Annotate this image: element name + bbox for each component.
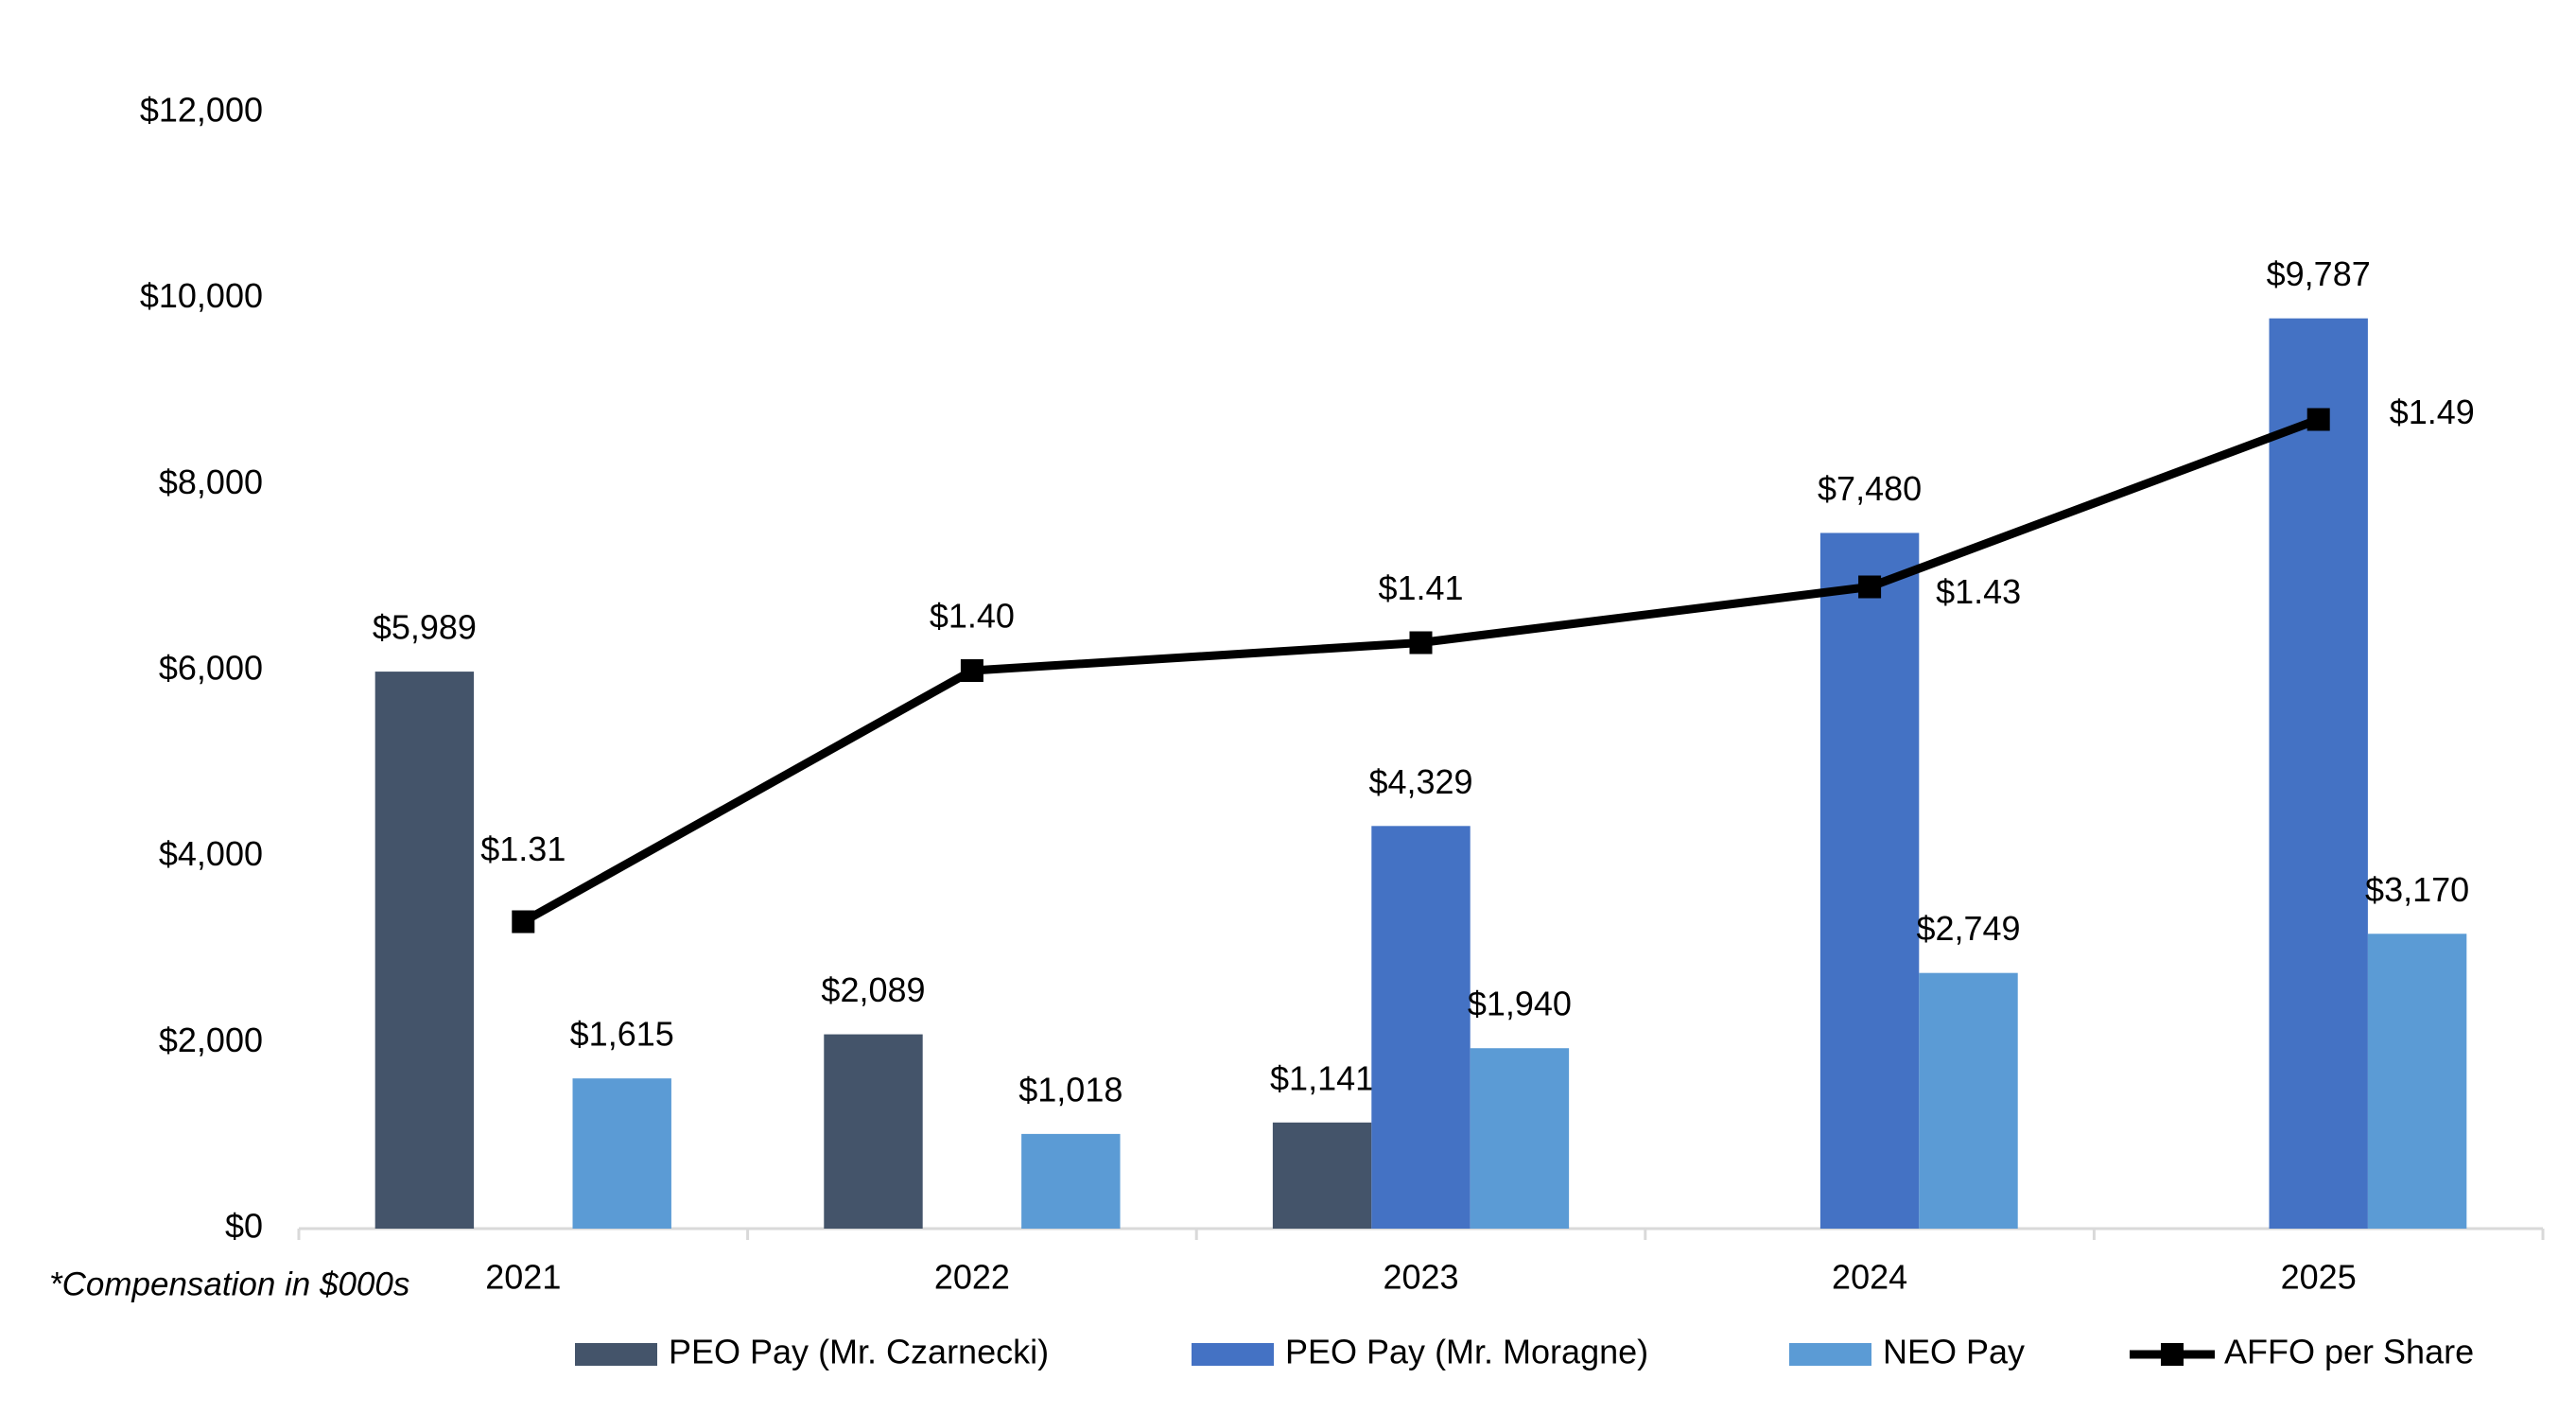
bar xyxy=(374,672,475,1229)
legend-swatch xyxy=(575,1343,657,1366)
data-label: $2,089 xyxy=(821,970,925,1009)
line-marker xyxy=(1858,575,1882,599)
y-tick-label: $6,000 xyxy=(159,649,263,688)
data-label: $1,141 xyxy=(1270,1058,1374,1097)
x-tick-label: 2021 xyxy=(485,1258,561,1297)
legend-swatch xyxy=(1192,1343,1274,1366)
bar xyxy=(1272,1122,1372,1229)
line-marker xyxy=(512,910,535,934)
data-label: $2,749 xyxy=(1916,909,2020,948)
bar xyxy=(1470,1048,1570,1229)
data-label: $4,329 xyxy=(1368,762,1472,801)
y-tick-label: $8,000 xyxy=(159,463,263,501)
data-label: $1,018 xyxy=(1018,1070,1123,1109)
bar xyxy=(1021,1133,1121,1229)
legend-label: AFFO per Share xyxy=(2224,1333,2474,1371)
data-label: $1,615 xyxy=(570,1015,674,1054)
bar xyxy=(1919,972,2018,1229)
x-tick-label: 2024 xyxy=(1832,1258,1907,1297)
x-tick-label: 2023 xyxy=(1383,1258,1458,1297)
y-tick-label: $2,000 xyxy=(159,1021,263,1059)
data-label: $1.49 xyxy=(2390,393,2475,431)
data-label: $1.43 xyxy=(1936,572,2021,611)
data-label: $9,787 xyxy=(2267,254,2371,293)
bar xyxy=(2367,934,2467,1229)
bar xyxy=(824,1034,923,1229)
data-label: $1.31 xyxy=(480,829,566,868)
bar xyxy=(1371,826,1471,1229)
data-label: $1,940 xyxy=(1468,985,1572,1023)
legend-label: NEO Pay xyxy=(1883,1333,2025,1371)
data-label: $1.41 xyxy=(1378,568,1463,607)
legend-swatch xyxy=(1789,1343,1871,1366)
line-marker xyxy=(2306,408,2330,431)
y-tick-label: $4,000 xyxy=(159,834,263,873)
data-label: $3,170 xyxy=(2365,870,2469,909)
x-tick-label: 2025 xyxy=(2281,1258,2357,1297)
footnote: *Compensation in $000s xyxy=(49,1266,409,1302)
legend-label: PEO Pay (Mr. Moragne) xyxy=(1285,1333,1648,1371)
line-marker xyxy=(960,659,983,682)
bar xyxy=(2269,318,2368,1229)
x-tick-label: 2022 xyxy=(934,1258,1010,1297)
data-label: $1.40 xyxy=(930,597,1015,636)
legend-swatch xyxy=(2161,1343,2184,1366)
bar xyxy=(1819,532,1920,1229)
data-label: $5,989 xyxy=(373,608,477,647)
legend-label: PEO Pay (Mr. Czarnecki) xyxy=(669,1333,1049,1371)
data-label: $7,480 xyxy=(1818,469,1922,508)
y-tick-label: $10,000 xyxy=(140,276,263,315)
y-tick-label: $12,000 xyxy=(140,91,263,130)
y-tick-label: $0 xyxy=(225,1207,263,1246)
bar xyxy=(572,1078,671,1229)
line-marker xyxy=(1409,631,1433,655)
